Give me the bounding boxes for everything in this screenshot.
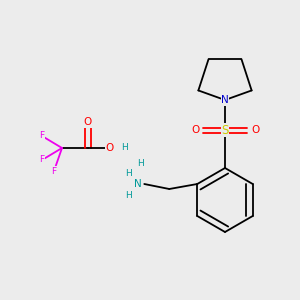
Text: H: H bbox=[136, 158, 143, 167]
Text: O: O bbox=[191, 125, 199, 135]
Text: O: O bbox=[106, 143, 114, 153]
Text: N: N bbox=[221, 95, 229, 105]
Text: F: F bbox=[39, 131, 45, 140]
Text: N: N bbox=[134, 179, 141, 189]
Text: O: O bbox=[251, 125, 259, 135]
Text: H: H bbox=[122, 143, 128, 152]
Text: F: F bbox=[51, 167, 57, 176]
Text: F: F bbox=[39, 155, 45, 164]
Text: O: O bbox=[84, 117, 92, 127]
Text: H: H bbox=[125, 169, 132, 178]
Text: H: H bbox=[125, 191, 132, 200]
Text: S: S bbox=[221, 124, 229, 136]
